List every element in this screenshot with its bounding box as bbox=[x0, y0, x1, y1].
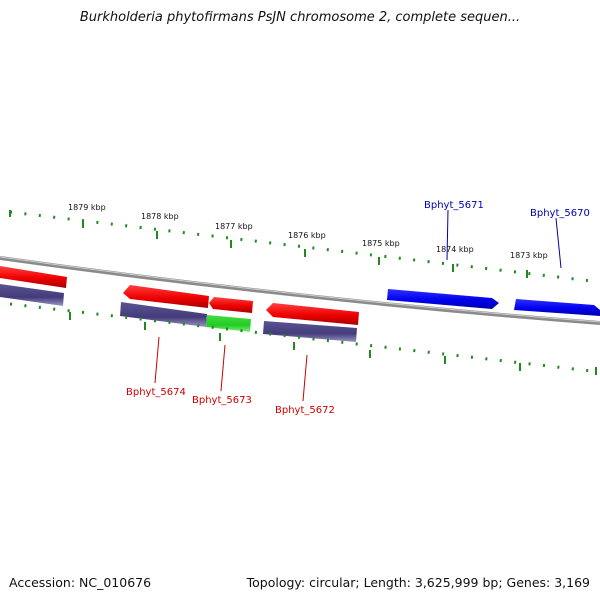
leader-line bbox=[555, 217, 562, 269]
leader-line bbox=[154, 336, 160, 384]
inner-tick-track bbox=[9, 302, 600, 375]
leader-line bbox=[220, 344, 226, 392]
tick-label: 1879 kbp bbox=[68, 203, 106, 212]
tick-label: 1878 kbp bbox=[141, 212, 179, 221]
tick-label: 1875 kbp bbox=[362, 239, 400, 248]
tick-label: 1873 kbp bbox=[510, 251, 548, 260]
gene-bphyt-5672[interactable] bbox=[266, 303, 359, 325]
gene-label-bphyt-5671[interactable]: Bphyt_5671 bbox=[424, 200, 484, 211]
outer-tick-track bbox=[9, 210, 600, 284]
gene-bphyt-5670[interactable] bbox=[514, 299, 600, 316]
gene-bphyt-5673[interactable] bbox=[209, 297, 253, 313]
tick-label: 1876 kbp bbox=[288, 231, 326, 240]
gene-label-bphyt-5672[interactable]: Bphyt_5672 bbox=[275, 405, 335, 416]
gene-bphyt-5671[interactable] bbox=[387, 289, 499, 309]
genome-backbone bbox=[0, 256, 600, 325]
tick-label: 1874 kbp bbox=[436, 245, 474, 254]
leader-line bbox=[302, 354, 308, 402]
cds-bphyt-5674[interactable] bbox=[120, 302, 207, 327]
accession-text: Accession: NC_010676 bbox=[9, 575, 152, 590]
gene-label-bphyt-5674[interactable]: Bphyt_5674 bbox=[126, 387, 186, 398]
tick-label: 1877 kbp bbox=[215, 222, 253, 231]
gene-label-bphyt-5670[interactable]: Bphyt_5670 bbox=[530, 208, 590, 219]
map-title: Burkholderia phytofirmans PsJN chromosom… bbox=[79, 10, 521, 25]
rna-bphyt-5673[interactable] bbox=[206, 315, 251, 332]
gene-left-partial[interactable] bbox=[0, 266, 67, 288]
gene-bphyt-5674[interactable] bbox=[123, 285, 209, 308]
cds-left-partial[interactable] bbox=[0, 284, 64, 306]
topology-text: Topology: circular; Length: 3,625,999 bp… bbox=[246, 575, 590, 590]
leader-line bbox=[446, 209, 449, 261]
cds-bphyt-5672[interactable] bbox=[263, 321, 357, 342]
gene-label-bphyt-5673[interactable]: Bphyt_5673 bbox=[192, 395, 252, 406]
